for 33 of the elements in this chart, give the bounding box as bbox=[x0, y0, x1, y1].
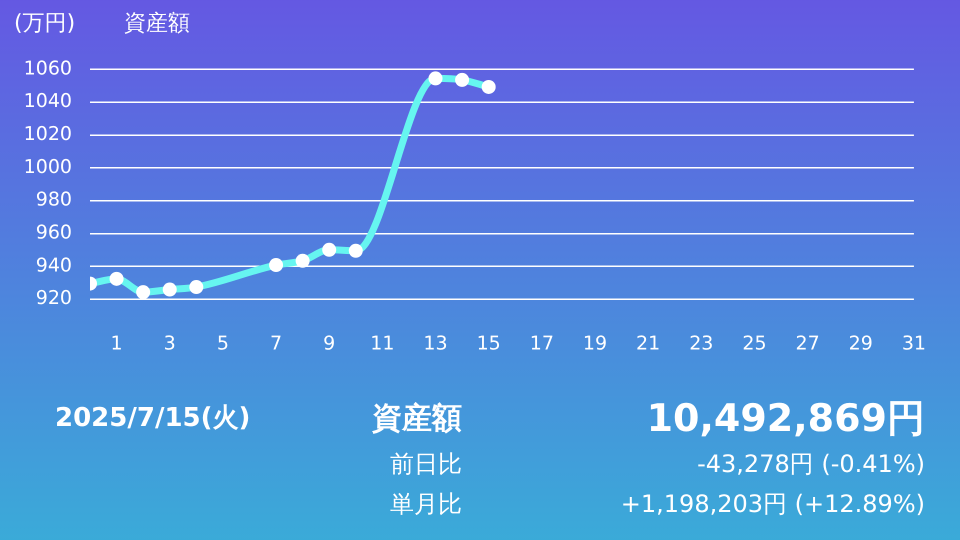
text: 10,492,869円 bbox=[646, 395, 925, 442]
x-tick-label: 17 bbox=[530, 332, 554, 355]
y-tick-label: 1060 bbox=[24, 57, 72, 80]
y-axis-title: (万円) bbox=[14, 10, 76, 38]
text: 2025/7/15(火) bbox=[55, 402, 250, 435]
text: 単月比 bbox=[390, 489, 462, 520]
x-tick-label: 27 bbox=[796, 332, 820, 355]
y-tick-label: 920 bbox=[36, 287, 72, 310]
x-tick-label: 1 bbox=[110, 332, 123, 355]
text: +1,198,203円 (+12.89%) bbox=[620, 489, 925, 520]
x-tick-label: 15 bbox=[476, 332, 501, 355]
x-tick-label: 11 bbox=[370, 332, 394, 355]
x-tick-label: 29 bbox=[848, 332, 873, 355]
y-tick-label: 1000 bbox=[24, 156, 72, 178]
x-tick-label: 9 bbox=[323, 332, 336, 355]
x-tick-label: 7 bbox=[270, 332, 282, 355]
text: -43,278円 (-0.41%) bbox=[697, 449, 925, 480]
x-tick-label: 25 bbox=[742, 332, 767, 355]
x-tick-label: 3 bbox=[164, 332, 176, 355]
x-tick-label: 13 bbox=[423, 332, 448, 355]
x-tick-label: 5 bbox=[216, 332, 229, 355]
y-tick-label: 940 bbox=[36, 254, 72, 276]
x-tick-label: 31 bbox=[902, 332, 926, 355]
chart-title: 資産額 bbox=[124, 10, 190, 38]
x-tick-label: 19 bbox=[582, 332, 608, 355]
x-tick-label: 21 bbox=[636, 332, 660, 355]
x-tick-label: 23 bbox=[689, 332, 714, 355]
y-tick-label: 980 bbox=[36, 188, 72, 211]
text: 前日比 bbox=[390, 449, 462, 480]
text: 資産額 bbox=[372, 400, 462, 438]
y-tick-label: 1040 bbox=[24, 90, 72, 112]
y-tick-label: 1020 bbox=[24, 122, 72, 145]
y-tick-label: 960 bbox=[36, 221, 72, 244]
